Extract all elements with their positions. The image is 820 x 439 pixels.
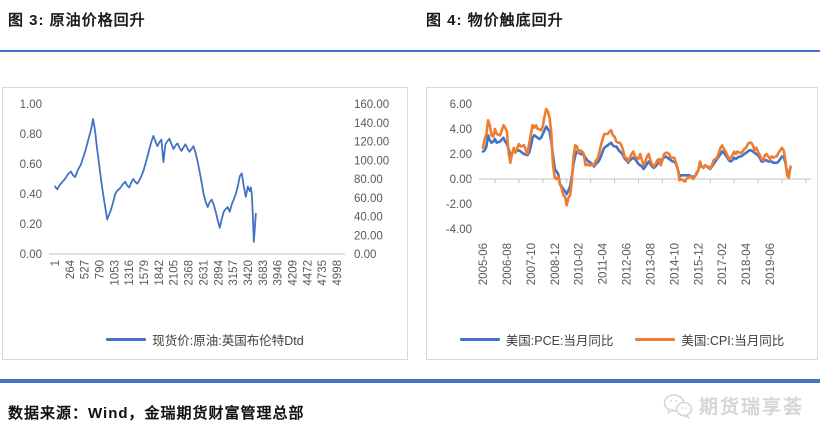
figure4-title: 图 4: 物价触底回升 (426, 12, 564, 29)
svg-text:2012-06: 2012-06 (622, 243, 634, 285)
data-source-note: 数据来源：Wind，金瑞期货财富管理总部 (8, 405, 305, 422)
svg-text:6.00: 6.00 (450, 99, 472, 111)
svg-text:2.00: 2.00 (450, 149, 472, 161)
svg-text:264: 264 (65, 259, 77, 279)
svg-text:4209: 4209 (287, 260, 299, 286)
svg-text:0.00: 0.00 (20, 249, 42, 261)
svg-text:2006-08: 2006-08 (502, 243, 514, 285)
inflation-chart: 6.00 4.00 2.00 0.00 -2.00 -4.00 2005-06 2006-08… (446, 99, 811, 285)
inflation-chart-legend: 美国:PCE:当月同比 美国:CPI:当月同比 (427, 330, 817, 349)
figure3-title: 图 3: 原油价格回升 (8, 12, 146, 29)
svg-text:1.00: 1.00 (20, 99, 42, 111)
svg-text:0.00: 0.00 (354, 249, 376, 261)
oil-price-chart: 1.000.800.600.400.200.00160.00140.00120.… (20, 99, 390, 286)
svg-text:2013-08: 2013-08 (645, 243, 657, 285)
svg-text:3683: 3683 (258, 260, 270, 286)
svg-text:20.00: 20.00 (354, 230, 383, 242)
legend-label-cpi: 美国:CPI:当月同比 (681, 334, 785, 348)
svg-text:100.00: 100.00 (354, 155, 389, 167)
svg-text:1053: 1053 (109, 260, 121, 286)
svg-text:40.00: 40.00 (354, 212, 383, 224)
legend-label-brent: 现货价:原油:英国布伦特Dtd (152, 334, 304, 348)
svg-text:2018-04: 2018-04 (741, 242, 753, 285)
legend-label-pce: 美国:PCE:当月同比 (505, 334, 614, 348)
svg-text:4735: 4735 (317, 260, 329, 286)
svg-text:1842: 1842 (154, 260, 166, 286)
svg-text:2368: 2368 (184, 260, 196, 286)
svg-text:2005-06: 2005-06 (478, 243, 490, 285)
oil-chart-panel: 1.00 0.80 0.60 0.40 0.20 0.00 160.00 140.00 120.… (2, 87, 408, 360)
svg-text:790: 790 (95, 260, 107, 279)
svg-text:120.00: 120.00 (354, 137, 389, 149)
svg-text:2015-12: 2015-12 (693, 243, 705, 285)
svg-text:2894: 2894 (213, 259, 225, 285)
brand-watermark: 期货瑞享荟 (663, 392, 804, 419)
svg-text:2007-10: 2007-10 (526, 243, 538, 285)
svg-text:3420: 3420 (243, 260, 255, 286)
chat-bubbles-icon (663, 393, 693, 419)
svg-text:140.00: 140.00 (354, 118, 389, 130)
svg-text:0.20: 0.20 (20, 219, 42, 231)
svg-text:80.00: 80.00 (354, 174, 383, 186)
svg-text:3946: 3946 (273, 260, 285, 286)
legend-line-blue-icon (106, 338, 147, 341)
svg-text:-2.00: -2.00 (446, 199, 472, 211)
legend-line-blue-icon (459, 338, 500, 341)
svg-text:160.00: 160.00 (354, 99, 389, 111)
svg-text:2017-02: 2017-02 (717, 243, 729, 285)
svg-text:60.00: 60.00 (354, 193, 383, 205)
brand-name: 期货瑞享荟 (698, 397, 804, 418)
svg-text:2019-06: 2019-06 (765, 243, 777, 285)
svg-text:2011-04: 2011-04 (598, 242, 610, 284)
svg-text:2008-12: 2008-12 (550, 243, 562, 285)
inflation-chart-panel: 6.00 4.00 2.00 0.00 -2.00 -4.00 2005-06 2006-08… (426, 87, 818, 360)
svg-text:2631: 2631 (198, 260, 210, 286)
svg-text:2105: 2105 (169, 260, 181, 286)
svg-text:1579: 1579 (139, 260, 151, 286)
svg-text:4472: 4472 (302, 260, 314, 286)
legend-line-orange-icon (635, 338, 676, 341)
svg-text:527: 527 (80, 260, 92, 279)
svg-text:2010-02: 2010-02 (574, 243, 586, 285)
bottom-divider-line (0, 379, 820, 383)
svg-text:1: 1 (50, 260, 62, 266)
oil-chart-legend: 现货价:原油:英国布伦特Dtd (3, 330, 407, 349)
legend-entry-cpi: 美国:CPI:当月同比 (635, 330, 784, 349)
legend-entry-brent: 现货价:原油:英国布伦特Dtd (106, 330, 304, 349)
svg-text:0.40: 0.40 (20, 189, 42, 201)
legend-entry-pce: 美国:PCE:当月同比 (459, 330, 614, 349)
svg-text:3157: 3157 (228, 260, 240, 286)
svg-text:-4.00: -4.00 (446, 224, 472, 236)
svg-text:0.80: 0.80 (20, 129, 42, 141)
svg-text:2014-10: 2014-10 (669, 243, 681, 285)
svg-text:1316: 1316 (124, 260, 136, 286)
svg-text:4998: 4998 (332, 260, 344, 286)
svg-text:0.00: 0.00 (450, 174, 472, 186)
top-divider-line (0, 50, 820, 52)
svg-text:4.00: 4.00 (450, 124, 472, 136)
svg-text:0.60: 0.60 (20, 159, 42, 171)
